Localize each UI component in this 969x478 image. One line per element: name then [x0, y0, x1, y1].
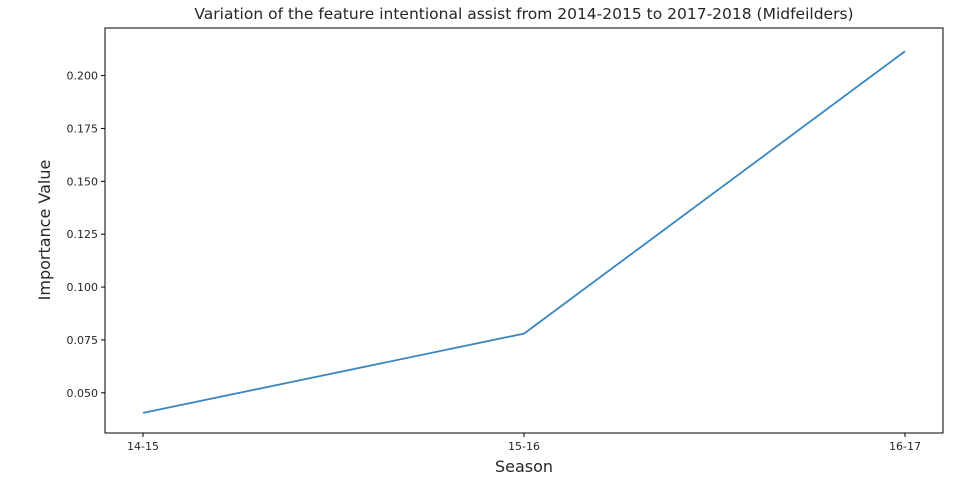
chart-title: Variation of the feature intentional ass…: [194, 5, 853, 23]
y-tick-label: 0.075: [67, 334, 99, 347]
y-axis: 0.050 0.075 0.100 0.125 0.150 0.175 0.200: [67, 70, 105, 400]
y-tick-label: 0.175: [67, 122, 99, 135]
x-tick-label: 14-15: [127, 440, 159, 453]
y-tick-label: 0.050: [67, 387, 99, 400]
y-tick-label: 0.200: [67, 70, 99, 83]
x-tick-label: 15-16: [508, 440, 540, 453]
y-tick-label: 0.125: [67, 228, 99, 241]
x-tick-label: 16-17: [889, 440, 921, 453]
x-axis: 14-15 15-16 16-17: [127, 433, 921, 453]
y-tick-label: 0.100: [67, 281, 99, 294]
x-axis-title: Season: [495, 457, 553, 476]
y-tick-label: 0.150: [67, 175, 99, 188]
series-layer: [142, 50, 906, 414]
series-line: [142, 50, 906, 414]
y-axis-title: Importance Value: [35, 160, 54, 301]
plot-area: [104, 27, 944, 434]
